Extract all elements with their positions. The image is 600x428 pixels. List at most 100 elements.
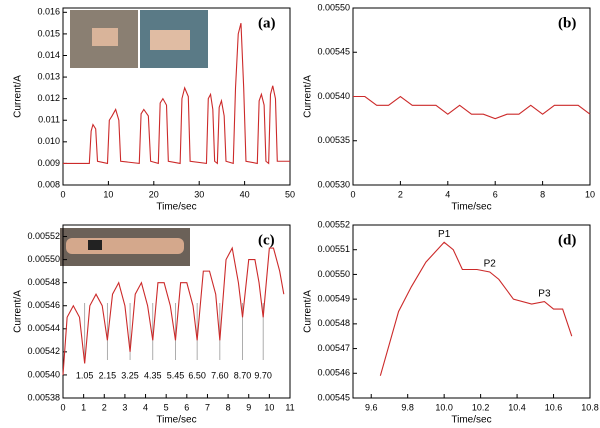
x-tick-label: 0 — [350, 189, 355, 199]
y-tick-label: 0.00552 — [317, 219, 350, 229]
y-tick-label: 0.015 — [37, 28, 60, 38]
peak-label: P2 — [484, 259, 497, 270]
y-tick-label: 0.00545 — [317, 392, 350, 402]
y-tick-label: 0.011 — [38, 115, 60, 125]
y-tick-label: 0.00538 — [27, 392, 60, 402]
photo-inset — [60, 228, 190, 266]
marker-label: 3.25 — [121, 370, 139, 380]
photo-skin — [150, 30, 190, 50]
y-tick-label: 0.012 — [37, 93, 60, 103]
x-tick-label: 0 — [60, 189, 65, 199]
x-tick-label: 10.4 — [508, 402, 526, 412]
x-tick-label: 10 — [103, 189, 113, 199]
x-tick-label: 8 — [540, 189, 545, 199]
marker-label: 4.35 — [144, 370, 162, 380]
x-tick-label: 9.8 — [401, 402, 414, 412]
x-tick-label: 6 — [493, 189, 498, 199]
y-tick-label: 0.00550 — [317, 269, 350, 279]
peak-label: P3 — [538, 288, 551, 299]
x-tick-label: 6 — [184, 402, 189, 412]
y-tick-label: 0.008 — [37, 179, 60, 189]
photo-inset — [70, 10, 208, 68]
y-tick-label: 0.00550 — [27, 254, 60, 264]
panel-label: (a) — [258, 15, 276, 31]
marker-label: 9.70 — [254, 370, 272, 380]
x-tick-label: 50 — [285, 189, 295, 199]
y-tick-label: 0.00546 — [317, 368, 350, 378]
data-line — [353, 95, 591, 120]
x-tick-label: 11 — [285, 402, 294, 412]
x-tick-label: 10.2 — [472, 402, 490, 412]
y-tick-label: 0.00549 — [317, 294, 350, 304]
x-tick-label: 4 — [143, 402, 148, 412]
x-tick-label: 9.6 — [365, 402, 378, 412]
x-axis-title: Time/sec — [451, 415, 491, 426]
y-tick-label: 0.00540 — [27, 369, 60, 379]
data-line — [379, 241, 573, 376]
x-tick-label: 10.6 — [545, 402, 563, 412]
panel-label: (c) — [258, 232, 275, 248]
y-tick-label: 0.00546 — [27, 300, 60, 310]
y-tick-label: 0.00535 — [317, 135, 350, 145]
y-tick-label: 0.00548 — [27, 277, 60, 287]
x-tick-label: 10 — [585, 189, 595, 199]
marker-label: 8.70 — [234, 370, 252, 380]
x-axis-title: Time/sec — [156, 202, 196, 213]
x-tick-label: 30 — [194, 189, 204, 199]
panel-label: (b) — [558, 15, 576, 31]
y-tick-label: 0.00542 — [27, 346, 60, 356]
x-tick-label: 3 — [122, 402, 127, 412]
x-tick-label: 7 — [205, 402, 210, 412]
plot-frame — [62, 224, 291, 399]
y-tick-label: 0.00544 — [27, 323, 60, 333]
x-tick-label: 1 — [81, 402, 86, 412]
y-tick-label: 0.00547 — [317, 343, 350, 353]
marker-label: 6.50 — [188, 370, 206, 380]
marker-label: 1.05 — [76, 370, 94, 380]
peak-label: P1 — [438, 229, 451, 240]
y-axis-title: Current/A — [13, 290, 24, 333]
y-tick-label: 0.010 — [37, 136, 60, 146]
y-axis-title: Current/A — [303, 75, 314, 118]
photo-skin — [66, 238, 184, 254]
marker-label: 7.60 — [211, 370, 229, 380]
y-axis-title: Current/A — [13, 75, 24, 118]
y-tick-label: 0.00550 — [317, 2, 350, 12]
x-tick-label: 2 — [398, 189, 403, 199]
x-tick-label: 10.0 — [435, 402, 453, 412]
plot-frame — [62, 7, 291, 186]
x-tick-label: 2 — [102, 402, 107, 412]
y-tick-label: 0.016 — [37, 7, 60, 17]
y-tick-label: 0.00545 — [317, 47, 350, 57]
photo-sensor — [88, 240, 102, 250]
data-line — [62, 246, 285, 375]
x-tick-label: 5 — [164, 402, 169, 412]
photo-skin — [92, 28, 118, 46]
x-tick-label: 10 — [264, 402, 274, 412]
y-tick-label: 0.013 — [37, 71, 60, 81]
x-axis-title: Time/sec — [156, 415, 196, 426]
x-tick-label: 20 — [149, 189, 159, 199]
marker-label: 5.45 — [167, 370, 185, 380]
y-tick-label: 0.00540 — [317, 91, 350, 101]
x-tick-label: 40 — [240, 189, 250, 199]
y-axis-title: Current/A — [303, 290, 314, 333]
x-tick-label: 0 — [60, 402, 65, 412]
y-tick-label: 0.00548 — [317, 318, 350, 328]
y-tick-label: 0.014 — [37, 50, 60, 60]
y-tick-label: 0.009 — [37, 158, 60, 168]
x-tick-label: 8 — [226, 402, 231, 412]
data-line — [63, 22, 290, 165]
panel-label: (d) — [558, 232, 576, 248]
y-tick-label: 0.00551 — [317, 244, 350, 254]
x-tick-label: 10.8 — [581, 402, 599, 412]
y-tick-label: 0.00552 — [27, 231, 60, 241]
x-tick-label: 4 — [445, 189, 450, 199]
marker-label: 2.15 — [99, 370, 117, 380]
x-axis-title: Time/sec — [451, 202, 491, 213]
x-tick-label: 9 — [246, 402, 251, 412]
plot-frame — [352, 224, 591, 399]
y-tick-label: 0.00530 — [317, 179, 350, 189]
